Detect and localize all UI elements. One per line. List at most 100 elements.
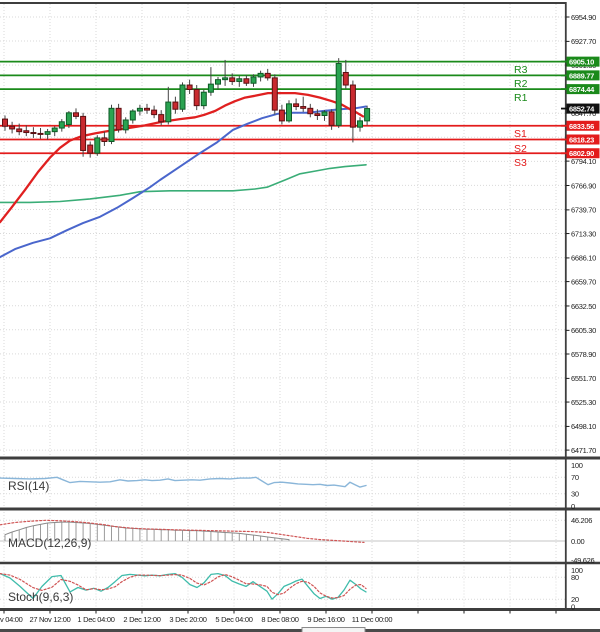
stoch-layer <box>0 572 367 600</box>
candle-down <box>293 103 300 108</box>
current-price-value: 6852.74 <box>569 105 595 114</box>
candle-down <box>264 72 271 79</box>
candle-down <box>342 71 349 86</box>
time-tick-label: v 04:00 <box>0 615 23 624</box>
candle-down <box>193 89 200 107</box>
stoch-scale-label: 80 <box>571 573 579 582</box>
time-tick-label: 3 Dec 20:00 <box>169 615 206 624</box>
candle-up <box>222 77 229 81</box>
price-tick-label: 6605.30 <box>571 326 596 335</box>
candle-up <box>122 119 129 131</box>
time-tick-label: 2 Dec 12:00 <box>123 615 160 624</box>
resistance-r2-box <box>566 70 600 81</box>
price-tick-label: 6551.70 <box>571 374 596 383</box>
candle-down <box>186 84 193 91</box>
support-s1-box <box>566 120 600 131</box>
bottom-strip-right <box>365 629 600 632</box>
price-tick-label: 6525.30 <box>571 398 596 407</box>
grid-layer <box>0 4 565 608</box>
price-tick-label: 6498.10 <box>571 422 596 431</box>
price-tick-label: 6632.50 <box>571 302 596 311</box>
macd-scale-label: 0.00 <box>571 537 585 546</box>
price-tick-label: 6659.70 <box>571 277 596 286</box>
time-tick-label: 11 Dec 00:00 <box>352 615 393 624</box>
bottom-ui-strip <box>0 627 600 632</box>
ma-green-line <box>0 164 367 204</box>
candle-up <box>250 76 257 84</box>
candle-up <box>357 120 363 128</box>
candle-down <box>243 78 250 84</box>
level-price-boxes-layer: 6905.10 6889.77 6874.44 6833.56 6818.23 6802.… <box>561 56 600 159</box>
candle-down <box>16 128 23 133</box>
candles-layer <box>2 58 371 158</box>
candle-down <box>37 132 44 135</box>
stoch-scale-label: 0 <box>571 602 575 611</box>
time-tick-label: 27 Nov 12:00 <box>29 615 70 624</box>
candle-up <box>65 112 72 125</box>
candle-down <box>307 107 314 115</box>
macd-scale-label: 46.206 <box>571 516 592 525</box>
candle-down <box>80 115 87 151</box>
candle-down <box>278 109 285 122</box>
current-price-box <box>566 103 600 114</box>
candle-up <box>44 131 51 135</box>
price-tick-label: 6686.10 <box>571 254 596 263</box>
candle-down <box>73 112 79 117</box>
bottom-strip-left <box>0 629 302 632</box>
resistance-r3-value: 6905.10 <box>569 58 594 67</box>
candle-down <box>229 77 236 82</box>
candle-down <box>101 137 108 142</box>
candle-down <box>9 125 16 130</box>
price-tick-label: 6954.90 <box>571 13 596 22</box>
time-axis-layer: v 04:00 27 Nov 12:00 1 Dec 04:00 2 Dec 12:0… <box>0 610 557 624</box>
resistance-r3-box <box>566 56 600 67</box>
candle-up <box>286 103 292 122</box>
candle-down <box>158 114 165 123</box>
candle-up <box>108 107 115 142</box>
candle-down <box>115 107 122 131</box>
candle-down <box>23 130 30 134</box>
stoch-d-line <box>0 573 367 599</box>
candle-up <box>257 72 264 78</box>
rsi-layer <box>0 476 367 488</box>
candle-up <box>51 127 58 133</box>
candle-up <box>136 107 143 112</box>
time-tick-label: 8 Dec 08:00 <box>261 615 298 624</box>
level-lines-layer <box>0 60 565 155</box>
candle-up <box>236 78 243 82</box>
candle-up <box>179 84 186 110</box>
candle-down <box>30 132 37 135</box>
macd-layer <box>0 519 365 543</box>
candle-down <box>300 106 307 109</box>
rsi-scale-label: 30 <box>571 490 579 499</box>
price-tick-label: 6578.90 <box>571 350 596 359</box>
candle-down <box>349 84 356 128</box>
rsi-scale-label: 70 <box>571 473 579 482</box>
price-tick-label: 6766.90 <box>571 181 596 190</box>
candle-up <box>215 79 221 85</box>
rsi-scale-label: 0 <box>571 502 575 511</box>
price-tick-label: 6471.70 <box>571 446 596 455</box>
candle-up <box>200 91 207 107</box>
price-tick-label: 6713.30 <box>571 229 596 238</box>
macd-scale-label: -49.626 <box>571 556 594 565</box>
support-s2-box <box>566 134 600 145</box>
resistance-r1-box <box>566 84 600 95</box>
candle-up <box>94 137 101 154</box>
stoch-scale-label: 100 <box>571 566 583 575</box>
ma-red-line <box>0 91 365 224</box>
stoch-scale-label: 20 <box>571 595 579 604</box>
candle-down <box>314 113 321 117</box>
candle-down <box>271 77 278 111</box>
rsi-scale-label: 100 <box>571 461 583 470</box>
candle-down <box>87 144 94 154</box>
candle-up <box>165 101 172 123</box>
stoch-k-line <box>0 572 367 600</box>
time-tick-label: 1 Dec 04:00 <box>77 615 114 624</box>
time-tick-label: 9 Dec 16:00 <box>307 615 344 624</box>
candle-up <box>321 111 328 117</box>
resistance-r1-value: 6874.44 <box>569 85 595 94</box>
